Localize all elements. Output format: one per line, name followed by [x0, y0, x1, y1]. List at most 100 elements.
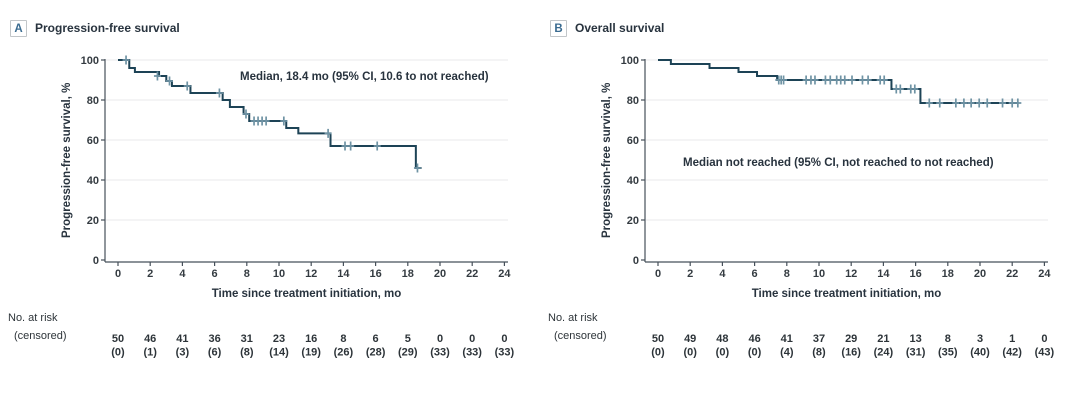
y-tick-label-60: 60 — [87, 135, 99, 147]
x-tick-label-4: 4 — [179, 268, 186, 280]
y-tick-label-40: 40 — [87, 175, 99, 187]
km-curve — [658, 59, 1019, 104]
x-axis-label-b: Time since treatment initiation, mo — [751, 288, 942, 300]
censored-value-20: (33) — [430, 347, 450, 359]
censored-value-6: (0) — [748, 347, 762, 359]
at-risk-value-22: 0 — [469, 333, 475, 345]
x-tick-label-18: 18 — [942, 268, 954, 280]
y-tick-label-20: 20 — [627, 215, 639, 227]
x-tick-label-0: 0 — [655, 268, 661, 280]
at-risk-value-6: 36 — [208, 333, 220, 345]
at-risk-value-18: 5 — [405, 333, 411, 345]
at-risk-value-16: 13 — [909, 333, 921, 345]
x-tick-label-24: 24 — [498, 268, 511, 280]
at-risk-value-10: 37 — [813, 333, 825, 345]
at-risk-value-24: 0 — [1041, 333, 1047, 345]
x-tick-label-20: 20 — [434, 268, 446, 280]
x-tick-label-14: 14 — [877, 268, 890, 280]
censored-value-14: (26) — [334, 347, 354, 359]
at-risk-value-24: 0 — [501, 333, 507, 345]
x-tick-label-24: 24 — [1038, 268, 1051, 280]
at-risk-value-4: 48 — [716, 333, 728, 345]
x-tick-label-20: 20 — [974, 268, 986, 280]
x-tick-label-22: 22 — [1006, 268, 1018, 280]
censored-value-18: (29) — [398, 347, 418, 359]
y-tick-label-0: 0 — [93, 255, 99, 267]
at-risk-value-12: 29 — [845, 333, 857, 345]
censored-value-20: (40) — [970, 347, 990, 359]
panel-a-header: A Progression-free survival — [10, 20, 180, 37]
at-risk-value-16: 6 — [373, 333, 379, 345]
censored-value-22: (33) — [462, 347, 482, 359]
panel-b-header: B Overall survival — [550, 20, 664, 37]
panel-b-title: Overall survival — [575, 21, 665, 35]
x-tick-label-10: 10 — [813, 268, 825, 280]
censored-value-12: (16) — [841, 347, 861, 359]
censor-marks — [122, 55, 421, 173]
at-risk-value-14: 8 — [340, 333, 346, 345]
censored-value-14: (24) — [874, 347, 894, 359]
y-tick-label-60: 60 — [627, 135, 639, 147]
y-tick-label-100: 100 — [621, 55, 639, 67]
at-risk-value-2: 46 — [144, 333, 156, 345]
x-tick-label-14: 14 — [337, 268, 350, 280]
censored-value-2: (1) — [143, 347, 157, 359]
x-tick-label-2: 2 — [687, 268, 693, 280]
at-risk-value-0: 50 — [112, 333, 124, 345]
at-risk-value-20: 0 — [437, 333, 443, 345]
at-risk-value-8: 41 — [781, 333, 793, 345]
at-risk-value-10: 23 — [273, 333, 285, 345]
censored-value-8: (4) — [780, 347, 794, 359]
at-risk-value-22: 1 — [1009, 333, 1015, 345]
censored-value-8: (8) — [240, 347, 254, 359]
median-annotation-a: Median, 18.4 mo (95% CI, 10.6 to not rea… — [240, 71, 489, 83]
y-tick-label-80: 80 — [87, 95, 99, 107]
censored-value-12: (19) — [301, 347, 321, 359]
at-risk-value-2: 49 — [684, 333, 696, 345]
censored-label-a: (censored) — [14, 330, 67, 342]
at-risk-value-0: 50 — [652, 333, 664, 345]
censored-value-2: (0) — [683, 347, 697, 359]
censored-value-0: (0) — [111, 347, 125, 359]
y-tick-label-80: 80 — [627, 95, 639, 107]
at-risk-value-6: 46 — [748, 333, 760, 345]
x-tick-label-6: 6 — [752, 268, 758, 280]
at-risk-value-4: 41 — [176, 333, 188, 345]
censored-label-b: (censored) — [554, 330, 607, 342]
at-risk-value-20: 3 — [977, 333, 983, 345]
x-tick-label-10: 10 — [273, 268, 285, 280]
y-tick-label-100: 100 — [81, 55, 99, 67]
at-risk-label-b: No. at risk — [548, 312, 598, 324]
y-tick-label-0: 0 — [633, 255, 639, 267]
at-risk-value-12: 16 — [305, 333, 317, 345]
censored-value-6: (6) — [208, 347, 222, 359]
x-tick-label-12: 12 — [305, 268, 317, 280]
y-axis-label-a: Progression-free survival, % — [61, 82, 73, 238]
censored-value-16: (28) — [366, 347, 386, 359]
x-tick-label-16: 16 — [369, 268, 381, 280]
x-tick-label-12: 12 — [845, 268, 857, 280]
x-tick-label-18: 18 — [402, 268, 414, 280]
x-tick-label-0: 0 — [115, 268, 121, 280]
censored-value-18: (35) — [938, 347, 958, 359]
censored-value-0: (0) — [651, 347, 665, 359]
x-tick-label-2: 2 — [147, 268, 153, 280]
x-tick-label-8: 8 — [784, 268, 790, 280]
censored-value-4: (0) — [716, 347, 730, 359]
y-axis-label-b: Progression-free survival, % — [601, 82, 613, 238]
censor-marks — [775, 75, 1022, 108]
censored-value-22: (42) — [1002, 347, 1022, 359]
censored-value-4: (3) — [176, 347, 190, 359]
x-tick-label-8: 8 — [244, 268, 250, 280]
censored-value-24: (43) — [1035, 347, 1055, 359]
panel-b-label-box: B — [550, 20, 567, 37]
x-tick-label-6: 6 — [212, 268, 218, 280]
x-tick-label-4: 4 — [719, 268, 726, 280]
at-risk-value-18: 8 — [945, 333, 951, 345]
at-risk-value-8: 31 — [241, 333, 253, 345]
x-axis-label-a: Time since treatment initiation, mo — [211, 288, 402, 300]
at-risk-value-14: 21 — [877, 333, 889, 345]
x-tick-label-22: 22 — [466, 268, 478, 280]
